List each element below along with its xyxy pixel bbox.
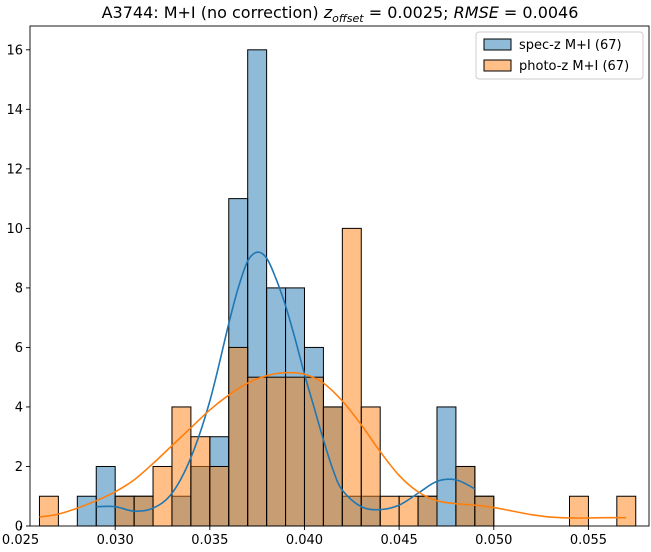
title-z-value: = 0.0025; [364, 3, 454, 22]
y-tick-label: 0 [15, 520, 23, 535]
photo-z-bar-9 [266, 376, 287, 527]
y-tick-label: 4 [15, 400, 23, 415]
x-tick-label: 0.040 [286, 533, 323, 548]
x-tick-label: 0.035 [191, 533, 228, 548]
legend: spec-z M+I (67) photo-z M+I (67) [475, 31, 644, 80]
photo-z-bar-18 [455, 465, 476, 527]
photo-z-bar-0 [38, 495, 59, 527]
x-tick-label: 0.055 [570, 533, 607, 548]
photo-z-bar-10 [285, 376, 305, 527]
legend-box [475, 31, 644, 80]
y-tick-label: 6 [15, 341, 23, 356]
legend-swatch-spec-z [483, 38, 512, 51]
photo-z-bar-6 [209, 465, 230, 527]
title-z-subscript: offset [332, 12, 364, 25]
photo-z-bar-12 [322, 406, 343, 527]
legend-swatch-photo-z [483, 59, 512, 72]
photo-z-bar-17 [417, 495, 438, 527]
x-tick-label: 0.025 [2, 533, 39, 548]
photo-z-bar-21 [616, 495, 637, 527]
photo-z-bar-11 [303, 376, 324, 527]
bars-layer [38, 49, 637, 527]
photo-z-bar-15 [379, 495, 400, 527]
photo-z-kde-curve [39, 371, 627, 519]
photo-z-bar-16 [398, 495, 419, 527]
kde-layer [39, 251, 627, 519]
ticks-layer: 0.025 0.030 0.035 0.040 0.045 0.050 0.055 0 2 4 6 8… [2, 43, 607, 548]
x-tick-label: 0.030 [97, 533, 134, 548]
y-tick-label: 14 [6, 103, 23, 118]
legend-label-photo-z: photo-z M+I (67) [519, 59, 629, 74]
x-tick-label: 0.045 [381, 533, 418, 548]
y-tick-label: 16 [6, 43, 23, 58]
photo-z-bar-4 [171, 406, 192, 527]
y-tick-label: 8 [15, 281, 23, 296]
title-z-symbol: z [323, 3, 333, 22]
axes-frame [29, 25, 650, 527]
photo-z-bar-7 [228, 346, 249, 527]
photo-z-bar-13 [341, 227, 362, 527]
photo-z-bar-8 [247, 376, 268, 527]
y-tick-label: 12 [6, 162, 23, 177]
photo-z-bar-20 [569, 495, 589, 527]
y-tick-label: 10 [6, 222, 23, 237]
x-tick-label: 0.050 [475, 533, 512, 548]
spec-z-kde-curve [96, 251, 476, 512]
y-tick-label: 2 [15, 460, 23, 475]
chart-title: A3744: M+I (no correction) zoffset = 0.0… [102, 3, 579, 25]
spec-z-bar-16 [436, 406, 457, 527]
title-rmse-symbol: RMSE [454, 3, 500, 22]
photo-z-bar-19 [474, 495, 495, 527]
title-prefix: A3744: M+I (no correction) [102, 3, 324, 22]
title-rmse-value: = 0.0046 [499, 3, 579, 22]
spec-z-bar-0 [76, 495, 97, 527]
legend-label-spec-z: spec-z M+I (67) [519, 38, 622, 53]
